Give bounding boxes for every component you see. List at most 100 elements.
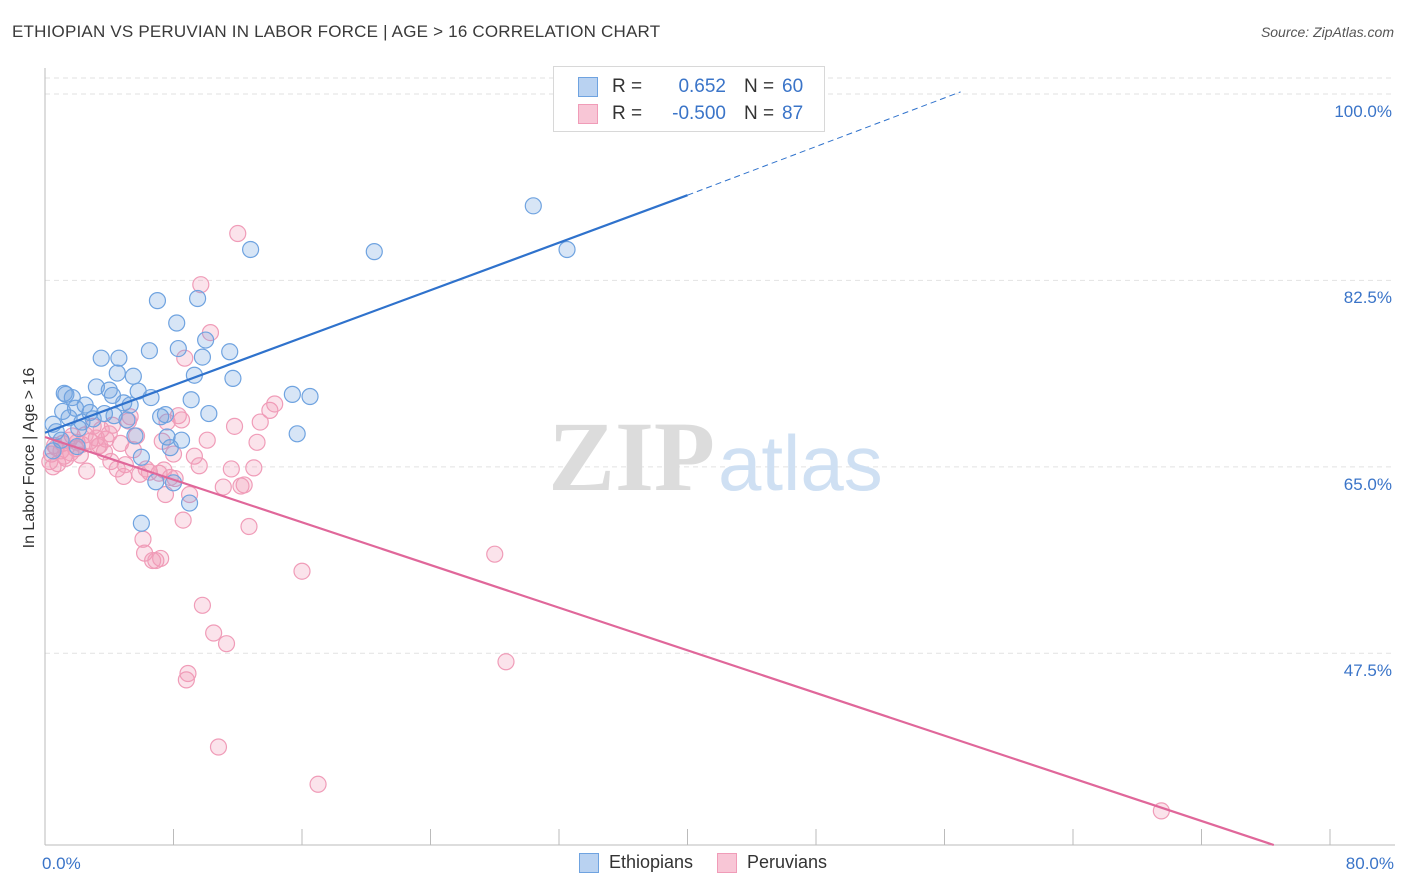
ethiopian-point <box>169 339 187 358</box>
legend-row-peruvians: R = -0.500 N = 87 <box>578 101 803 127</box>
ethiopian-point <box>55 384 73 402</box>
peruvian-point <box>217 635 236 653</box>
peruvian-point <box>198 431 216 449</box>
ethiopian-point <box>158 428 176 446</box>
peruvian-point <box>205 624 223 642</box>
ethiopian-point <box>365 243 383 261</box>
peruvian-point <box>190 457 208 475</box>
legend-label: Ethiopians <box>608 852 693 872</box>
ethiopian-point <box>288 425 306 443</box>
ethiopian-point <box>224 369 242 388</box>
watermark-atlas: atlas <box>718 419 883 507</box>
ethiopian-point <box>301 387 319 406</box>
peruvian-point <box>209 738 228 756</box>
ethiopian-point <box>87 378 106 396</box>
y-tick-label: 47.5% <box>1343 661 1392 681</box>
peruvian-point <box>193 596 212 614</box>
series-legend: Ethiopians Peruvians <box>0 852 1406 873</box>
legend-swatch <box>717 852 737 873</box>
legend-r-label: R = <box>612 76 643 97</box>
peruvian-point <box>179 664 197 683</box>
ethiopian-point <box>108 364 126 382</box>
ethiopian-trend-line <box>44 194 688 434</box>
ethiopian-point <box>242 240 260 259</box>
ethiopian-point <box>132 514 150 532</box>
peruvian-point <box>78 462 96 480</box>
ethiopian-point <box>92 349 110 367</box>
ethiopian-point <box>148 292 167 310</box>
ethiopian-point <box>156 406 175 424</box>
ethiopian-point <box>221 343 239 361</box>
y-tick-label: 82.5% <box>1343 288 1392 308</box>
ethiopian-point <box>132 448 150 466</box>
ethiopian-point <box>110 349 128 367</box>
ethiopian-point <box>126 427 144 445</box>
ethiopian-point <box>54 402 72 421</box>
peruvian-point <box>91 436 109 455</box>
chart-title: ETHIOPIAN VS PERUVIAN IN LABOR FORCE | A… <box>12 22 661 41</box>
ethiopian-point <box>124 367 142 385</box>
peruvian-point <box>214 478 232 496</box>
correlation-legend: R = 0.652 N = 60 R = -0.500 N = 87 <box>553 66 825 132</box>
peruvian-point <box>152 549 170 568</box>
ethiopian-point <box>558 240 576 259</box>
source-label: Source: ZipAtlas.com <box>1260 24 1394 40</box>
peruvian-point <box>248 433 266 451</box>
x-tick-label: 80.0% <box>1345 854 1394 873</box>
ethiopian-point <box>524 197 542 215</box>
ethiopian-point <box>193 348 212 366</box>
ethiopian-point <box>283 385 301 403</box>
ethiopian-point <box>200 404 218 423</box>
peruvian-point <box>176 349 194 367</box>
peruvian-trend-line <box>44 435 1275 847</box>
ethiopian-point <box>118 411 136 429</box>
legend-n-label: N = <box>744 103 775 124</box>
peruvian-point <box>293 562 311 580</box>
peruvian-point <box>266 395 284 413</box>
legend-r-value: -0.500 <box>672 103 726 124</box>
legend-n-value: 87 <box>782 103 804 124</box>
peruvian-point <box>192 276 210 294</box>
legend-r-value: 0.652 <box>678 76 726 97</box>
watermark-zip: ZIP <box>548 401 715 512</box>
peruvian-point <box>185 447 203 465</box>
legend-swatch <box>578 104 598 124</box>
ethiopian-point <box>188 289 207 308</box>
peruvian-point <box>486 545 504 563</box>
y-tick-label: 65.0% <box>1343 474 1392 494</box>
ethiopian-trend-extension <box>687 91 961 196</box>
peruvian-point <box>245 459 263 477</box>
x-tick-label: 0.0% <box>42 854 81 873</box>
legend-item-peruvians: Peruvians <box>717 852 827 873</box>
peruvian-point <box>172 411 191 429</box>
y-tick-label: 100.0% <box>1334 101 1392 121</box>
peruvian-point <box>225 417 244 435</box>
legend-item-ethiopians: Ethiopians <box>578 852 693 873</box>
peruvian-point <box>222 460 240 478</box>
ethiopian-point <box>197 331 215 349</box>
ethiopian-point <box>180 494 199 512</box>
peruvian-point <box>309 775 327 793</box>
ethiopian-point <box>63 388 81 407</box>
peruvian-point <box>229 224 247 243</box>
legend-r-label: R = <box>612 103 643 124</box>
ethiopian-point <box>168 314 186 332</box>
peruvian-point <box>156 485 175 504</box>
legend-row-ethiopians: R = 0.652 N = 60 <box>578 74 803 100</box>
peruvian-point <box>251 413 269 431</box>
legend-swatch <box>578 852 599 873</box>
ethiopian-point <box>140 342 159 360</box>
peruvian-point <box>232 477 250 495</box>
legend-n-label: N = <box>744 76 775 97</box>
ethiopian-point <box>100 381 118 399</box>
peruvian-point <box>177 671 195 689</box>
legend-swatch <box>578 77 598 97</box>
ethiopian-point <box>172 431 191 449</box>
ethiopian-point <box>182 391 200 409</box>
legend-label: Peruvians <box>747 852 828 872</box>
peruvian-point <box>174 511 192 529</box>
peruvian-point <box>240 517 258 536</box>
peruvian-point <box>497 653 515 671</box>
legend-n-value: 60 <box>782 76 804 97</box>
